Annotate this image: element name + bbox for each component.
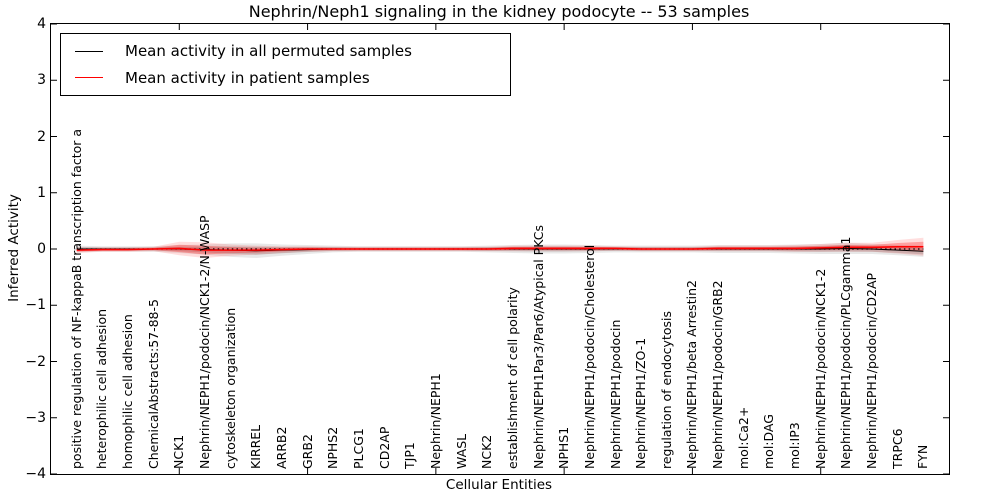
x-category-label: WASL [453, 433, 469, 469]
x-category-label: Nephrin/NEPH1/podocin [607, 319, 623, 469]
y-tick-label: −4 [25, 466, 46, 482]
legend-entry-patient: Mean activity in patient samples [61, 69, 510, 87]
x-category-label: regulation of endocytosis [658, 311, 674, 469]
x-category-label: mol:IP3 [787, 422, 803, 469]
x-category-label: Nephrin/NEPH1/podocin/PLCgamma1 [838, 236, 854, 469]
x-category-label: Nephrin/NEPH1/podocin/NCK1-2/N-WASP [196, 215, 212, 469]
red-line-sample-icon [75, 77, 103, 79]
y-tick-label: 3 [37, 72, 46, 89]
x-category-label: Nephrin/NEPH1/podocin/Cholesterol [581, 244, 597, 469]
y-tick-label: 1 [37, 184, 46, 201]
x-axis-label: Cellular Entities [445, 477, 553, 493]
x-category-label: GRB2 [299, 434, 315, 469]
x-category-label: TJP1 [402, 442, 418, 469]
chart-canvas [51, 24, 949, 474]
x-category-label: ARRB2 [273, 426, 289, 469]
x-category-label: positive regulation of NF-kappaB transcr… [68, 128, 84, 469]
x-category-label: NPHS1 [556, 426, 572, 469]
x-category-label: ChemicalAbstracts:57-88-5 [145, 299, 161, 469]
y-tick-label: 0 [37, 241, 46, 257]
x-category-label: Nephrin/NEPH1/ZO-1 [633, 337, 649, 469]
x-category-label: cytoskeleton organization [222, 307, 238, 469]
y-tick-label: −1 [25, 297, 46, 314]
legend-entry-label: Mean activity in patient samples [125, 68, 370, 87]
black-line-sample-icon [75, 50, 103, 52]
x-category-label: TRPC6 [889, 428, 905, 469]
x-category-label: Nephrin/NEPH1/podocin/GRB2 [710, 280, 726, 469]
x-category-label: heterophilic cell adhesion [94, 308, 110, 469]
legend-box: Mean activity in all permuted samples Me… [60, 33, 511, 96]
y-tick-label: 2 [37, 128, 46, 145]
plot-area: 4 3 2 1 0 −1 −2 −3 −4 positive regulation of NF-k… [25, 16, 950, 482]
x-category-label: NPHS2 [325, 426, 341, 469]
x-category-label: Nephrin/NEPH1 [427, 373, 443, 469]
x-category-label: CD2AP [376, 426, 392, 469]
x-category-label: mol:Ca2+ [735, 406, 751, 469]
x-category-label: NCK2 [479, 434, 495, 469]
y-tick-label: 4 [37, 16, 46, 32]
x-category-label: Nephrin/NEPH1/podocin/NCK1-2 [812, 268, 828, 469]
x-category-label: mol:DAG [761, 414, 777, 469]
x-category-label: NCK1 [171, 434, 187, 469]
y-tick-label: −3 [25, 409, 46, 426]
chart-title: Nephrin/Neph1 signaling in the kidney po… [248, 2, 750, 21]
legend-entry-label: Mean activity in all permuted samples [125, 42, 412, 61]
legend-entry-permuted: Mean activity in all permuted samples [61, 42, 510, 60]
x-category-label: Nephrin/NEPH1/beta Arrestin2 [684, 280, 700, 469]
x-category-label: FYN [915, 444, 931, 469]
x-category-label: Nephrin/NEPH1Par3/Par6/Atypical PKCs [530, 225, 546, 469]
x-category-label: KIRREL [248, 424, 264, 469]
y-tick-label: −2 [25, 353, 46, 370]
x-category-label: PLCG1 [350, 428, 366, 469]
x-category-label: establishment of cell polarity [504, 287, 520, 469]
x-category-label: homophilic cell adhesion [120, 314, 135, 469]
x-category-label: Nephrin/NEPH1/podocin/CD2AP [864, 272, 880, 469]
